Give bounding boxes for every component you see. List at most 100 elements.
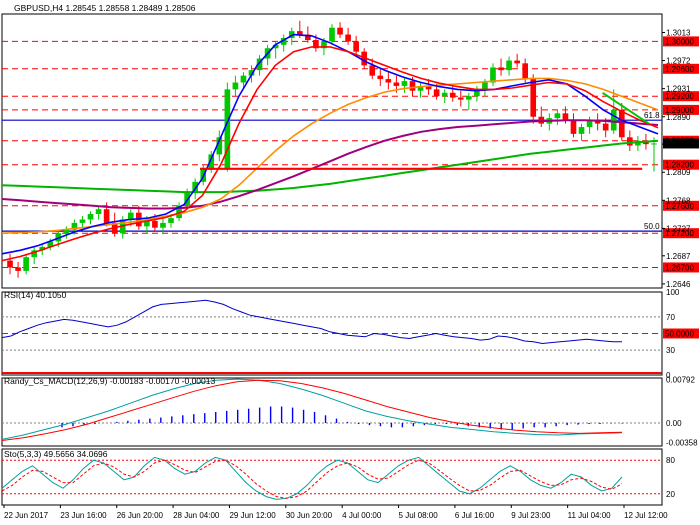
level-label: 1.29600 bbox=[665, 65, 694, 74]
price-tick-label: 1.2972 bbox=[666, 57, 691, 66]
price-tick-label: 1.2687 bbox=[666, 252, 691, 261]
candle-body bbox=[602, 123, 609, 131]
sto-signal-line bbox=[1, 459, 623, 499]
rsi-tick: 70 bbox=[666, 313, 675, 322]
candle-body bbox=[280, 37, 287, 45]
level-label-bg bbox=[663, 159, 699, 170]
candle-body bbox=[127, 212, 134, 220]
moving-average-line bbox=[1, 46, 659, 262]
x-tick-label: 4 Jul 00:00 bbox=[342, 511, 382, 520]
candle-body bbox=[168, 218, 174, 223]
candle-body bbox=[23, 257, 29, 271]
x-tick-label: 6 Jul 16:00 bbox=[455, 511, 495, 520]
moving-average-line bbox=[1, 139, 659, 194]
x-tick-label: 22 Jun 2017 bbox=[4, 511, 49, 520]
candle-body bbox=[337, 27, 343, 35]
x-tick-label: 26 Jun 20:00 bbox=[117, 511, 164, 520]
candle-body bbox=[651, 143, 657, 145]
candle-body bbox=[313, 40, 319, 49]
candle-body bbox=[425, 85, 432, 90]
candle-body bbox=[305, 34, 311, 41]
x-tick-label: 5 Jul 08:00 bbox=[399, 511, 439, 520]
candle-body bbox=[474, 89, 480, 97]
macd-tick: -0.00358 bbox=[666, 439, 698, 448]
candle-body bbox=[506, 60, 512, 71]
level-label: 1.30000 bbox=[665, 37, 694, 46]
moving-average-line bbox=[1, 33, 659, 255]
level-label-bg bbox=[663, 200, 699, 211]
candle-body bbox=[586, 120, 593, 128]
candle-body bbox=[103, 209, 110, 223]
moving-average-line bbox=[1, 119, 659, 210]
macd-title: Randy_Cs_MACD(12,26,9) -0.00183 -0.00170… bbox=[4, 376, 215, 386]
candle-body bbox=[47, 241, 54, 247]
macd-line bbox=[1, 378, 623, 440]
candle-body bbox=[15, 267, 21, 271]
x-tick-label: 23 Jun 16:00 bbox=[60, 511, 107, 520]
level-label-bg bbox=[663, 262, 699, 273]
candle-body bbox=[353, 41, 359, 52]
candle-body bbox=[79, 219, 86, 223]
candle-body bbox=[216, 137, 223, 155]
candle-body bbox=[554, 113, 561, 119]
candle-body bbox=[594, 120, 601, 124]
candle-body bbox=[409, 81, 416, 91]
candle-body bbox=[417, 85, 424, 91]
candle-body bbox=[288, 31, 295, 38]
candle-body bbox=[7, 260, 13, 268]
panel-frame bbox=[1, 448, 663, 506]
fib-label: 61.8 bbox=[644, 111, 660, 120]
price-tick-label: 1.2931 bbox=[666, 85, 691, 94]
candle-body bbox=[627, 137, 633, 146]
candle-body bbox=[401, 81, 408, 86]
sto-main-line bbox=[1, 456, 623, 500]
rsi-title: RSI(14) 40.1050 bbox=[4, 290, 67, 300]
panel-frame bbox=[1, 13, 663, 289]
rsi-tick: 100 bbox=[666, 288, 680, 297]
rsi-line bbox=[1, 299, 622, 345]
candle-body bbox=[296, 31, 303, 35]
current-price-label: 1.28506 bbox=[665, 139, 694, 148]
candle-body bbox=[192, 181, 198, 193]
price-tick-label: 1.2809 bbox=[666, 168, 691, 177]
candle-body bbox=[71, 222, 78, 230]
candle-body bbox=[248, 70, 255, 76]
x-tick-label: 9 Jul 23:00 bbox=[511, 511, 551, 520]
price-tick-label: 1.2646 bbox=[666, 280, 691, 289]
candle-body bbox=[144, 220, 150, 227]
candle-body bbox=[63, 229, 70, 234]
rsi-tick: 0 bbox=[666, 371, 671, 380]
rsi-tick: 30 bbox=[666, 346, 675, 355]
panel-frame bbox=[1, 377, 663, 447]
candle-body bbox=[345, 34, 351, 42]
candle-body bbox=[95, 209, 102, 215]
level-label: 1.27200 bbox=[665, 229, 694, 238]
level-label-bg bbox=[663, 228, 699, 239]
candle-body bbox=[208, 154, 215, 169]
candle-body bbox=[152, 220, 158, 228]
fib-label: 50.0 bbox=[644, 222, 660, 231]
rsi-level-bg bbox=[663, 328, 699, 339]
candle-body bbox=[466, 96, 472, 100]
candle-body bbox=[482, 82, 488, 90]
candle-body bbox=[385, 79, 392, 83]
candle-body bbox=[87, 214, 94, 220]
candle-body bbox=[31, 250, 37, 258]
candle-body bbox=[240, 75, 247, 83]
level-label-bg bbox=[663, 104, 699, 115]
level-label-bg bbox=[663, 91, 699, 102]
x-tick-label: 11 Jul 04:00 bbox=[568, 511, 612, 520]
candle-body bbox=[232, 82, 239, 90]
candle-body bbox=[224, 89, 231, 169]
macd-tick: 0.00792 bbox=[666, 376, 695, 385]
price-tick-label: 1.3013 bbox=[666, 28, 691, 37]
candle-body bbox=[321, 41, 327, 49]
level-label: 1.26700 bbox=[665, 263, 694, 272]
candle-body bbox=[522, 63, 529, 80]
candle-body bbox=[498, 67, 504, 71]
trendline bbox=[602, 91, 650, 125]
x-tick-label: 30 Jun 20:00 bbox=[286, 511, 333, 520]
level-label-bg bbox=[663, 63, 699, 74]
candle-body bbox=[457, 97, 464, 100]
moving-average-line bbox=[1, 77, 659, 234]
